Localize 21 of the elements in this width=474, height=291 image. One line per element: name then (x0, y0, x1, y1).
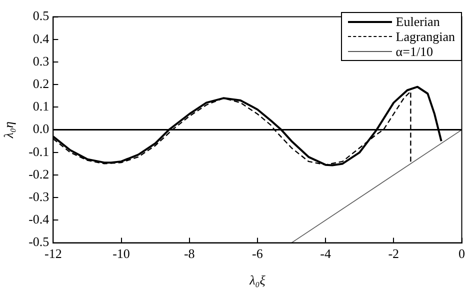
y-tick-label: -0.4 (28, 212, 50, 227)
x-tick-label: -4 (320, 246, 332, 262)
y-tick-label: -0.2 (28, 166, 50, 182)
x-tick-label: 0 (458, 246, 465, 262)
x-axis-title: λ₀ξ (248, 272, 266, 288)
y-tick-label: 0.0 (32, 121, 50, 136)
y-tick-label: -0.3 (28, 189, 50, 204)
y-tick-label: 0.1 (32, 98, 50, 114)
y-tick-label: -0.1 (28, 144, 50, 159)
y-tick-label: 0.3 (32, 53, 50, 68)
x-tick-label: -6 (252, 246, 264, 262)
y-tick-label: 0.5 (32, 8, 50, 24)
legend-label: Lagrangian (396, 29, 455, 44)
legend-label: α=1/10 (396, 44, 434, 59)
x-tick-label: -8 (184, 246, 195, 262)
y-tick-label: 0.2 (32, 76, 50, 92)
legend-label: Eulerian (396, 14, 440, 29)
y-axis-title: λ₀η (1, 121, 16, 140)
x-tick-label: -2 (388, 246, 400, 262)
x-tick-label: -10 (112, 246, 130, 262)
y-tick-label: 0.4 (32, 30, 50, 46)
